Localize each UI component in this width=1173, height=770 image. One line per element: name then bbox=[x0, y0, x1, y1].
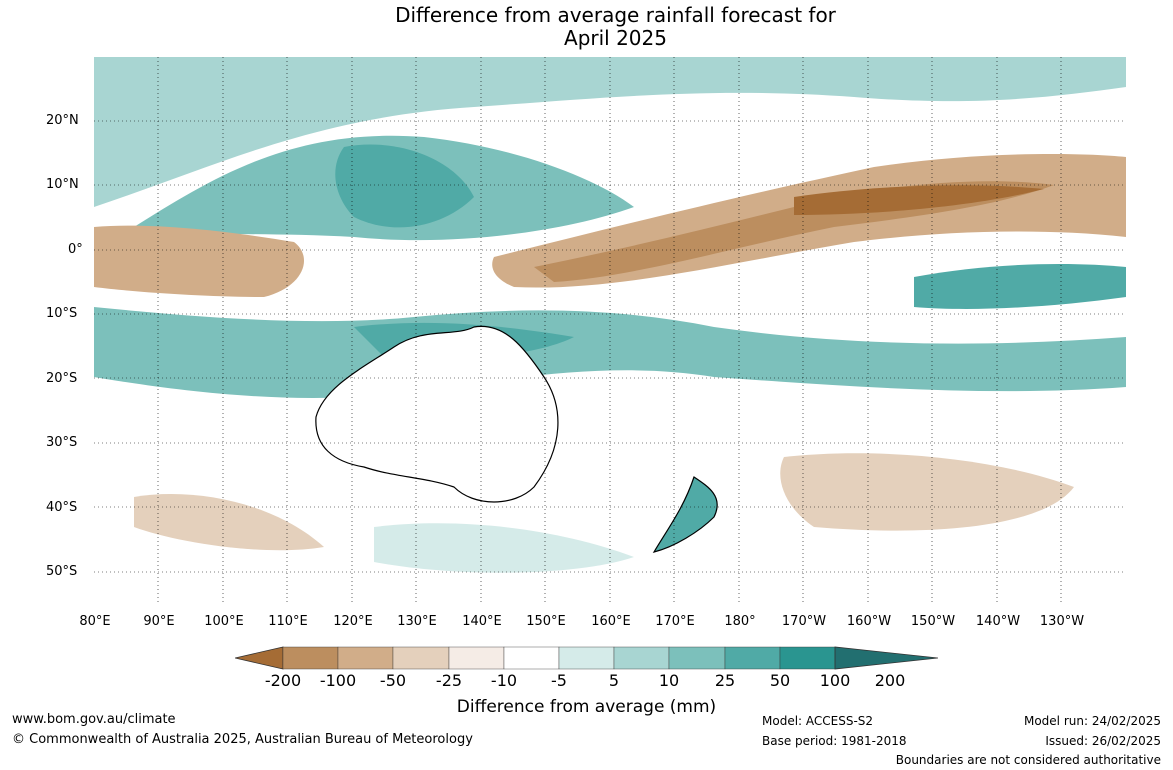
colorbar-tick: -5 bbox=[551, 671, 567, 690]
colorbar-tick: -50 bbox=[379, 671, 407, 690]
colorbar bbox=[235, 646, 938, 670]
colorbar-bin-10 bbox=[779, 646, 836, 670]
colorbar-extend-high bbox=[834, 646, 938, 670]
lat-label-30s: 30°S bbox=[46, 435, 78, 450]
colorbar-tick: 5 bbox=[608, 671, 620, 690]
footer-url[interactable]: www.bom.gov.au/climate bbox=[12, 712, 176, 727]
new-zealand bbox=[652, 476, 718, 553]
lon-label-140e: 140°E bbox=[462, 614, 502, 629]
colorbar-bin-8 bbox=[668, 646, 726, 670]
lon-label-90e: 90°E bbox=[143, 614, 175, 629]
brown-core-dark bbox=[794, 185, 1044, 215]
australia-land bbox=[315, 325, 559, 503]
graticule bbox=[94, 57, 1126, 605]
colorbar-bin-4 bbox=[448, 646, 505, 670]
brown-patch-southeast bbox=[780, 453, 1074, 531]
colorbar-tick: 10 bbox=[658, 671, 680, 690]
colorbar-tick: -10 bbox=[490, 671, 518, 690]
colorbar-tick: -25 bbox=[435, 671, 463, 690]
footer-copyright: © Commonwealth of Australia 2025, Austra… bbox=[12, 732, 473, 747]
footer-disclaimer: Boundaries are not considered authoritat… bbox=[895, 753, 1161, 767]
colorbar-bin-1 bbox=[282, 646, 339, 670]
lon-label-130w: 130°W bbox=[1039, 614, 1085, 629]
rainfall-anomaly-map bbox=[94, 57, 1126, 605]
footer-model-run: Model run: 24/02/2025 bbox=[1023, 714, 1161, 728]
lon-label-160e: 160°E bbox=[591, 614, 631, 629]
lat-label-40s: 40°S bbox=[46, 500, 78, 515]
colorbar-label: Difference from average (mm) bbox=[456, 697, 717, 717]
teal-core-pacific bbox=[914, 264, 1126, 309]
colorbar-tick: 100 bbox=[819, 671, 851, 690]
lon-label-160w: 160°W bbox=[846, 614, 892, 629]
colorbar-tick: 50 bbox=[769, 671, 791, 690]
teal-core-maritime bbox=[335, 144, 474, 228]
colorbar-bin-5 bbox=[503, 646, 560, 670]
lat-label-10n: 10°N bbox=[46, 177, 79, 192]
lon-label-120e: 120°E bbox=[333, 614, 373, 629]
teal-band-north bbox=[94, 57, 1126, 207]
footer-issued: Issued: 26/02/2025 bbox=[1045, 734, 1161, 748]
colorbar-tick: -100 bbox=[319, 671, 357, 690]
lon-label-150e: 150°E bbox=[526, 614, 566, 629]
colorbar-extend-low bbox=[235, 646, 284, 670]
lon-label-170e: 170°E bbox=[655, 614, 695, 629]
brown-patch-southwest bbox=[134, 494, 324, 551]
colorbar-bin-6 bbox=[558, 646, 615, 670]
colorbar-tick: 25 bbox=[714, 671, 736, 690]
lon-label-140w: 140°W bbox=[975, 614, 1021, 629]
lon-label-110e: 110°E bbox=[268, 614, 308, 629]
lat-label-20s: 20°S bbox=[46, 371, 78, 386]
colorbar-bin-2 bbox=[337, 646, 394, 670]
colorbar-tick: 200 bbox=[874, 671, 906, 690]
footer-model: Model: ACCESS-S2 bbox=[762, 714, 874, 728]
lat-label-equator: 0° bbox=[68, 242, 83, 257]
title-line-2: April 2025 bbox=[564, 26, 667, 50]
lat-label-50s: 50°S bbox=[46, 564, 78, 579]
lat-label-20n: 20°N bbox=[46, 113, 79, 128]
colorbar-bin-7 bbox=[613, 646, 670, 670]
teal-patch-southern-ocean bbox=[374, 523, 634, 573]
footer-base-period: Base period: 1981-2018 bbox=[762, 734, 907, 748]
lon-label-100e: 100°E bbox=[204, 614, 244, 629]
map-title: Difference from average rainfall forecas… bbox=[0, 4, 1173, 50]
lon-label-130e: 130°E bbox=[397, 614, 437, 629]
colorbar-tick: -200 bbox=[264, 671, 302, 690]
lat-label-10s: 10°S bbox=[46, 306, 78, 321]
lon-label-150w: 150°W bbox=[910, 614, 956, 629]
colorbar-bin-9 bbox=[724, 646, 781, 670]
title-line-1: Difference from average rainfall forecas… bbox=[395, 3, 836, 27]
lon-label-80e: 80°E bbox=[79, 614, 111, 629]
lon-label-180: 180° bbox=[724, 614, 756, 629]
brown-band-west bbox=[94, 225, 304, 297]
colorbar-bin-3 bbox=[392, 646, 450, 670]
lon-label-170w: 170°W bbox=[781, 614, 827, 629]
anomaly-field bbox=[94, 57, 1126, 605]
